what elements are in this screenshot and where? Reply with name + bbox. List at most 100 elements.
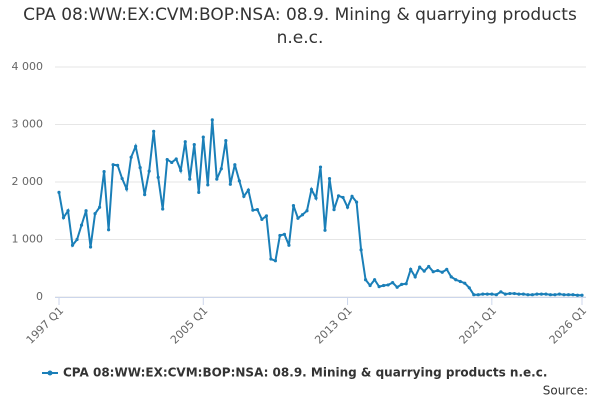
point [391,281,395,285]
point [314,196,318,200]
point [111,163,115,167]
point [440,270,444,274]
point [183,140,187,144]
point [228,182,232,186]
point [400,282,404,286]
point [156,175,160,179]
point [395,285,399,289]
point [143,193,147,197]
point [61,216,66,220]
point [219,167,223,171]
point [535,292,539,296]
point [237,179,241,183]
point [336,194,341,198]
legend-label: CPA 08:WW:EX:CVM:BOP:NSA: 08.9. Mining &… [63,366,547,380]
point [494,293,498,297]
point [386,283,390,287]
point [165,157,169,162]
x-tick-label: 2013 Q1 [312,304,355,347]
point [282,232,287,236]
point [327,176,332,181]
point [512,291,516,296]
point [305,209,309,213]
point [278,233,282,238]
point [170,160,174,165]
point [449,275,453,279]
point [526,293,530,297]
point [138,166,142,170]
point [125,187,129,191]
point [192,143,196,147]
point [88,245,93,249]
point [323,228,327,232]
point [129,155,133,159]
point [341,195,345,200]
point [309,187,314,192]
chart-title: CPA 08:WW:EX:CVM:BOP:NSA: 08.9. Mining &… [23,5,577,48]
point [106,228,111,232]
point [454,278,458,282]
point [373,278,377,282]
point [481,292,485,296]
point [242,194,246,198]
point [431,270,435,274]
y-tick-label: 1 000 [12,233,44,246]
point [571,293,575,297]
point [134,144,138,148]
x-tick-label: 2026 Q1 [547,304,590,347]
point [508,291,512,296]
point [84,209,88,213]
point [499,290,503,294]
point [300,213,305,217]
point [246,188,250,192]
point [287,243,291,247]
y-tick-label: 3 000 [12,118,44,131]
point [206,183,210,187]
point [566,293,571,297]
point [332,208,336,212]
point [350,194,354,198]
legend-marker [47,370,53,376]
point [548,293,553,297]
point [575,293,580,297]
point [75,237,79,242]
point [120,176,124,181]
point [368,283,372,288]
point [233,163,237,167]
point [354,200,359,204]
point [580,293,584,297]
point [174,157,178,161]
point [318,165,323,169]
point [418,265,422,269]
point [57,190,61,194]
point [539,292,544,296]
point [116,163,120,167]
point [215,177,219,181]
source: Source: [543,384,588,398]
x-tick-label: 2005 Q1 [168,304,211,347]
x-tick-label: 1997 Q1 [24,304,67,347]
point [562,293,566,297]
point [269,257,273,261]
point [210,118,214,122]
point [382,283,386,288]
point [422,269,426,273]
point [517,292,521,296]
point [70,243,75,247]
point [197,190,201,194]
point [147,169,151,173]
point [161,207,165,211]
point [201,135,205,139]
series-line [58,119,582,297]
point [188,177,192,181]
point [255,208,259,212]
point [377,285,381,289]
point [557,292,562,296]
point [476,293,480,297]
point [413,275,417,279]
point [251,208,255,212]
point [490,292,494,296]
point [260,217,264,221]
